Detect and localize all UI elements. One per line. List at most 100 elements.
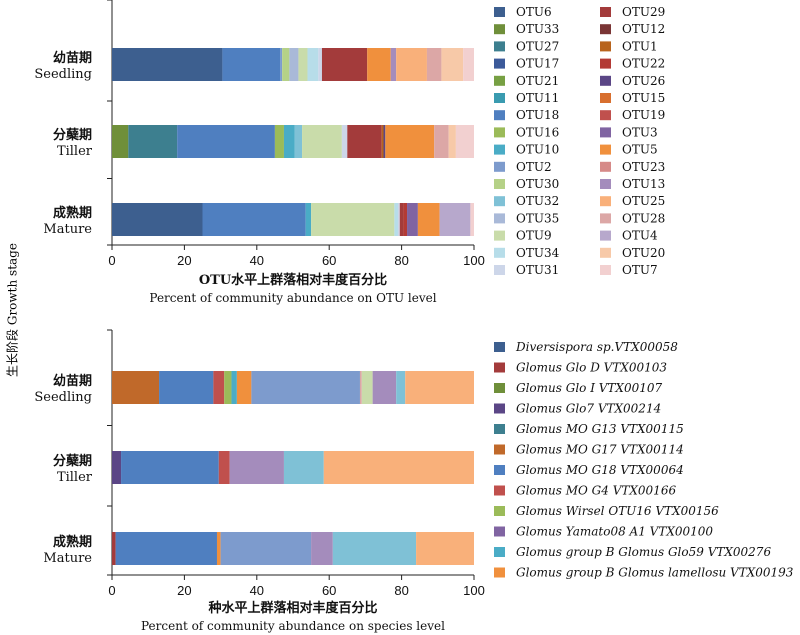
legend-swatch (494, 196, 505, 207)
legend-label: OTU16 (516, 125, 559, 139)
legend-label: OTU21 (516, 74, 559, 88)
legend-swatch (494, 230, 505, 241)
bar-segment (321, 48, 368, 81)
legend-swatch (600, 24, 611, 35)
bar-segment (224, 371, 232, 404)
bar-segment (112, 125, 129, 158)
legend-label: OTU19 (622, 108, 665, 122)
legend-swatch (494, 127, 505, 138)
bar-segment (397, 203, 400, 236)
legend-label: OTU28 (622, 211, 665, 225)
legend-label: OTU25 (622, 194, 665, 208)
bar-segment (231, 371, 237, 404)
bar-segment (112, 48, 223, 81)
bar-segment (341, 125, 348, 158)
legend-label: Glomus MO G4 VTX00166 (516, 484, 676, 498)
legend-label: OTU33 (516, 22, 559, 36)
legend-label: OTU23 (622, 160, 665, 174)
legend-label: Glomus MO G13 VTX00115 (516, 422, 684, 436)
legend-label: Glomus Glo D VTX00103 (516, 361, 667, 375)
bar-segment (282, 48, 290, 81)
category-label-en: Mature (43, 551, 92, 566)
legend-swatch (600, 110, 611, 121)
legend-swatch (494, 567, 505, 578)
bar-segment (222, 48, 281, 81)
legend-swatch (600, 247, 611, 258)
legend-swatch (494, 506, 505, 516)
bar-segment (216, 532, 221, 565)
bar-segment (470, 203, 474, 236)
legend-swatch (494, 247, 505, 258)
bar-segment (332, 532, 417, 565)
bar-segment (417, 203, 440, 236)
category-label-en: Seedling (34, 390, 92, 405)
legend-label: OTU17 (516, 57, 559, 71)
category-label-en: Tiller (57, 144, 93, 159)
x-tick-label: 40 (250, 583, 264, 598)
category-label-en: Mature (43, 222, 92, 237)
legend-swatch (600, 7, 611, 17)
bar-segment (112, 451, 122, 484)
bar-segment (311, 532, 333, 565)
bar-segment (112, 532, 116, 565)
legend-label: Glomus MO G18 VTX00064 (516, 463, 684, 477)
bar-segment (274, 125, 284, 158)
bar-segment (283, 451, 324, 484)
legend-label: OTU30 (516, 177, 559, 191)
bar-segment (396, 48, 427, 81)
bar-segment (251, 371, 360, 404)
legend-label: Glomus Glo7 VTX00214 (516, 402, 661, 416)
legend-swatch (494, 24, 505, 35)
bar-segment (236, 371, 252, 404)
category-label-cn: 幼苗期 (53, 373, 92, 389)
legend-swatch (600, 75, 611, 86)
legend-swatch (494, 93, 505, 103)
legend-swatch (494, 465, 505, 475)
legend-label: OTU10 (516, 143, 559, 157)
legend-label: OTU5 (622, 143, 658, 157)
category-label-en: Tiller (57, 470, 93, 485)
bar-segment (115, 532, 217, 565)
bar-segment (403, 203, 408, 236)
legend-label: OTU32 (516, 194, 559, 208)
x-tick-label: 0 (108, 583, 115, 598)
bar-segment (455, 125, 474, 158)
bar-segment (112, 371, 160, 404)
bar-segment (202, 203, 306, 236)
x-tick-label: 40 (250, 253, 264, 268)
bar-segment (159, 371, 214, 404)
legend-label: OTU35 (516, 211, 559, 225)
x-tick-label: 100 (463, 253, 485, 268)
legend-label: Glomus MO G17 VTX00114 (516, 443, 684, 457)
bar-segment (407, 203, 418, 236)
bar-segment (426, 48, 442, 81)
legend-swatch (494, 179, 505, 189)
legend-swatch (494, 110, 505, 121)
legend-swatch (494, 144, 505, 155)
y-axis-title-text: 生长阶段 Growth stage (5, 243, 20, 377)
legend-label: OTU9 (516, 229, 552, 243)
bar-segment (229, 451, 284, 484)
bar-segment (463, 48, 474, 81)
legend: OTU6 OTU33 OTU27 OTU17 OTU21 OTU11 OTU18 OTU16 O… (494, 5, 665, 277)
legend-label: Glomus Glo I VTX00107 (516, 381, 662, 395)
bar-segment (441, 48, 464, 81)
bar-segment (112, 203, 203, 236)
x-tick-label: 60 (322, 583, 336, 598)
bar-segment (318, 48, 322, 81)
legend-swatch (494, 383, 505, 393)
x-tick-label: 20 (177, 253, 191, 268)
legend-label: OTU13 (622, 177, 665, 191)
legend-swatch (494, 526, 505, 537)
y-axis-title: 生长阶段 Growth stage (2, 160, 22, 460)
legend-swatch (494, 7, 505, 17)
bar-segment (302, 125, 342, 158)
bar-segment (381, 125, 384, 158)
bar-segment (220, 532, 312, 565)
legend-label: OTU26 (622, 74, 665, 88)
bar-segment (213, 371, 225, 404)
legend-label: OTU4 (622, 229, 658, 243)
